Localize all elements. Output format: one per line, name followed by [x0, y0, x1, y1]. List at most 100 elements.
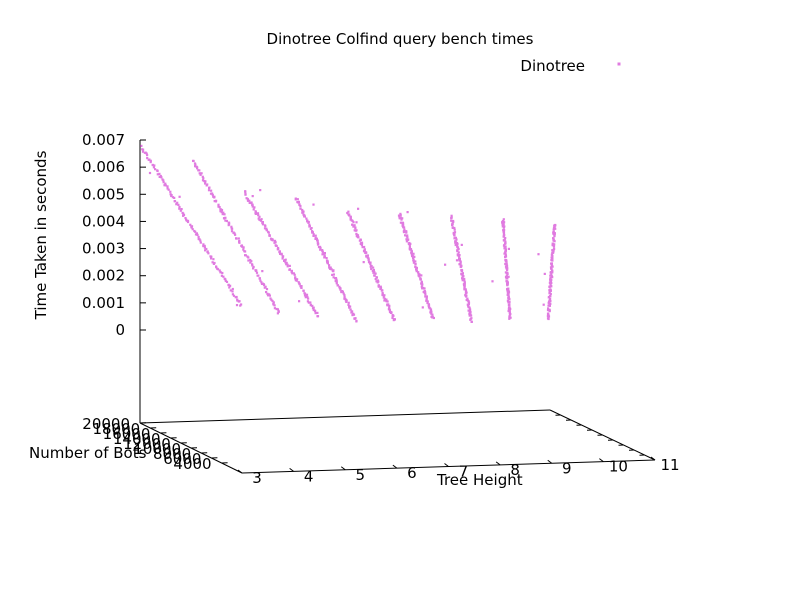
data-point [458, 259, 461, 262]
data-point [552, 232, 555, 235]
data-point [464, 289, 468, 293]
data-point [265, 291, 268, 294]
data-point [551, 251, 554, 254]
data-point [329, 267, 332, 270]
x-tick-mark [650, 456, 656, 461]
data-point [245, 197, 248, 200]
data-point [198, 172, 201, 175]
data-point [465, 295, 468, 298]
data-point [508, 304, 511, 307]
data-point [388, 306, 391, 310]
data-point [251, 203, 254, 206]
data-point [353, 317, 356, 320]
data-point [403, 228, 406, 231]
data-point [341, 290, 344, 294]
data-point [268, 294, 271, 297]
data-point [421, 306, 424, 309]
data-point [549, 274, 552, 277]
data-point [251, 263, 254, 266]
data-point [550, 285, 553, 288]
data-point [402, 231, 406, 234]
data-point [504, 240, 507, 243]
data-point [270, 298, 273, 301]
data-point [244, 193, 247, 196]
data-point [334, 279, 337, 283]
data-point [253, 206, 256, 209]
data-point [458, 257, 461, 260]
data-point [278, 250, 281, 253]
data-point [312, 203, 315, 206]
data-point [222, 211, 225, 214]
data-point [506, 284, 509, 287]
data-point [323, 252, 326, 255]
data-point [297, 281, 300, 284]
data-point [303, 215, 306, 218]
data-point [453, 234, 456, 237]
data-point [507, 308, 510, 311]
data-point [233, 232, 236, 235]
data-point [550, 273, 553, 276]
data-point [301, 211, 305, 214]
z-tick-label: 0.007 [82, 131, 125, 149]
data-point [374, 272, 377, 275]
data-point [217, 203, 220, 206]
x-axis-ticks: 3 4 5 6 7 8 9 10 11 [237, 414, 680, 487]
data-point [273, 304, 276, 307]
data-point [506, 272, 509, 276]
data-point [238, 300, 241, 303]
data-point [549, 280, 552, 283]
data-point [300, 285, 303, 288]
data-point [252, 265, 255, 269]
data-point [288, 268, 291, 271]
data-point [219, 270, 222, 274]
data-point [429, 311, 432, 314]
data-point [231, 287, 234, 291]
data-point [429, 308, 433, 311]
data-point [194, 230, 197, 233]
data-point [229, 289, 232, 292]
data-point [160, 176, 163, 179]
data-point [457, 248, 460, 251]
data-point [295, 279, 298, 282]
data-point [205, 247, 208, 251]
data-point [178, 195, 181, 198]
data-point [224, 216, 227, 219]
data-point [321, 253, 324, 256]
data-point [291, 272, 294, 275]
data-point [402, 224, 405, 227]
x-tick-label: 4 [304, 467, 314, 485]
data-point [246, 199, 250, 202]
data-point [507, 275, 510, 278]
data-point [338, 287, 341, 290]
data-point [537, 253, 540, 256]
data-point [250, 202, 253, 205]
x-tick-mark [392, 464, 398, 469]
data-point [551, 254, 554, 257]
data-point [387, 303, 390, 306]
data-point [454, 240, 457, 243]
data-point [431, 313, 434, 316]
data-point [210, 189, 213, 192]
data-point [312, 233, 315, 236]
data-point [552, 244, 555, 247]
data-point [349, 217, 352, 220]
data-point [199, 241, 202, 244]
data-point [391, 316, 394, 319]
data-point [286, 263, 289, 266]
data-point [408, 243, 411, 246]
data-point [158, 172, 161, 175]
data-point [508, 312, 511, 315]
data-point [343, 294, 346, 297]
data-point [502, 229, 505, 232]
x-tick-label: 8 [510, 461, 520, 479]
data-point [336, 284, 339, 287]
data-point [268, 293, 271, 296]
z-tick-label: 0.003 [82, 240, 125, 258]
data-point [432, 316, 435, 320]
data-point [363, 245, 366, 249]
data-point [381, 292, 384, 295]
data-point [316, 311, 319, 314]
data-point [508, 309, 511, 312]
data-point [426, 300, 429, 303]
data-point [553, 243, 556, 246]
